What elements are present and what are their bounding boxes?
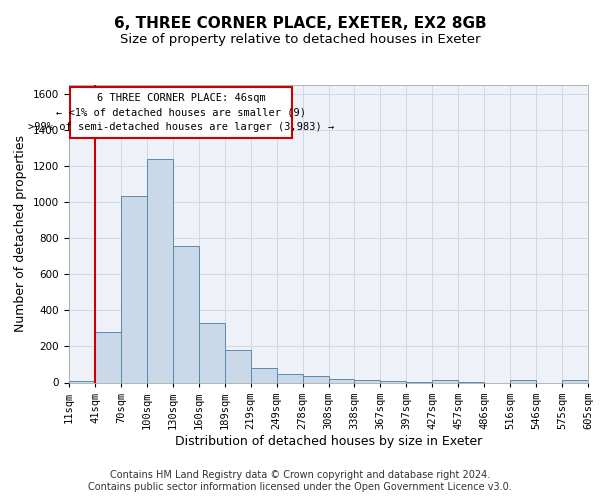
Text: 6 THREE CORNER PLACE: 46sqm
← <1% of detached houses are smaller (9)
>99% of sem: 6 THREE CORNER PLACE: 46sqm ← <1% of det… — [28, 92, 334, 132]
Bar — [121, 196, 147, 382]
Text: 6, THREE CORNER PLACE, EXETER, EX2 8GB: 6, THREE CORNER PLACE, EXETER, EX2 8GB — [113, 16, 487, 32]
Bar — [562, 380, 588, 382]
X-axis label: Distribution of detached houses by size in Exeter: Distribution of detached houses by size … — [175, 434, 482, 448]
Bar — [277, 374, 302, 382]
Bar — [355, 380, 380, 382]
Y-axis label: Number of detached properties: Number of detached properties — [14, 135, 28, 332]
FancyBboxPatch shape — [70, 87, 292, 138]
Text: Contains HM Land Registry data © Crown copyright and database right 2024.
Contai: Contains HM Land Registry data © Crown c… — [88, 470, 512, 492]
Bar — [329, 378, 355, 382]
Bar — [251, 368, 277, 382]
Bar — [147, 159, 173, 382]
Text: Size of property relative to detached houses in Exeter: Size of property relative to detached ho… — [120, 34, 480, 46]
Bar — [510, 380, 536, 382]
Bar — [225, 350, 251, 382]
Bar — [302, 376, 329, 382]
Bar — [95, 332, 121, 382]
Bar — [173, 246, 199, 382]
Bar — [380, 380, 406, 382]
Bar — [69, 380, 95, 382]
Bar — [199, 323, 224, 382]
Bar — [433, 380, 458, 382]
